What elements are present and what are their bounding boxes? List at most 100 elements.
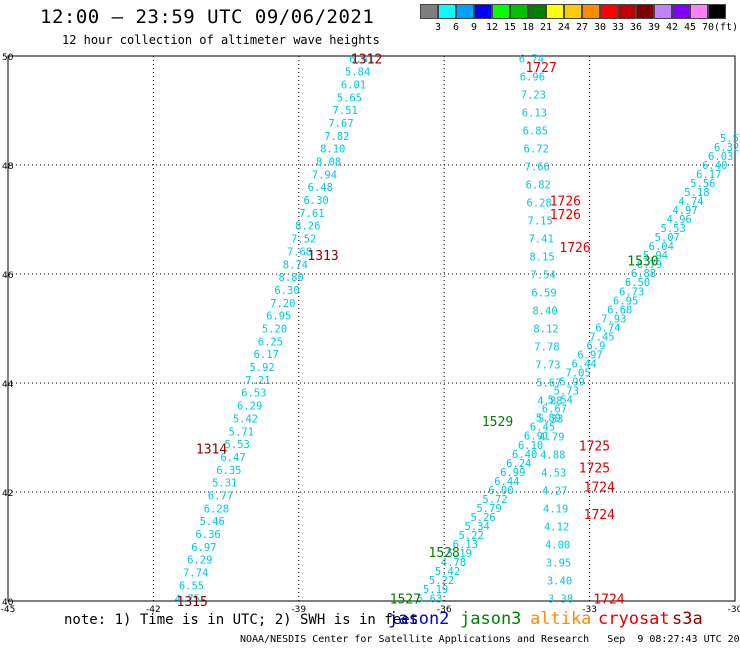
satellite-legend-jason2: jason2 <box>388 609 450 629</box>
wave-height-label: 4.12 <box>544 521 569 533</box>
wave-height-label: 8.12 <box>533 324 558 336</box>
wave-height-label: 7.21 <box>245 375 270 387</box>
wave-height-label: 5.92 <box>249 362 274 374</box>
pass-time-label: 1725 <box>579 461 610 476</box>
pass-time-label: 1527 <box>390 592 421 607</box>
wave-height-label: 6.67 <box>542 404 567 416</box>
wave-height-label: 6.13 <box>453 539 478 551</box>
wave-height-label: 6.44 <box>494 476 519 488</box>
wave-height-label: 6.50 <box>625 277 650 289</box>
wave-height-label: 5.94 <box>643 250 668 262</box>
wave-height-label: 6.40 <box>512 449 537 461</box>
wave-height-label: 6.03 <box>708 151 733 163</box>
wave-height-label: 5.46 <box>200 516 225 528</box>
wave-height-label: 6.41 <box>349 54 374 66</box>
wave-height-label: 7.41 <box>528 234 553 246</box>
pass-time-label: 1528 <box>429 546 460 561</box>
wave-height-label: 6.13 <box>522 108 547 120</box>
wave-height-label: 6.53 <box>241 388 266 400</box>
wave-height-label: 6.29 <box>187 555 212 567</box>
wave-height-label: 5.79 <box>476 503 501 515</box>
wave-height-label: 7.52 <box>291 234 316 246</box>
lon-tick-label: -45 <box>1 605 16 615</box>
wave-height-label: 5.34 <box>465 521 490 533</box>
wave-height-label: 6.96 <box>520 72 545 84</box>
wave-height-label: 5.67 <box>536 377 561 389</box>
wave-height-label: 5.18 <box>684 187 709 199</box>
wave-height-label: 6.30 <box>274 285 299 297</box>
wave-height-label: 7.93 <box>601 313 626 325</box>
wave-height-label: 3.40 <box>547 575 572 587</box>
pass-time-label: 1530 <box>627 254 658 269</box>
map-title: 12:00 – 23:59 UTC 09/06/2021 <box>40 6 375 28</box>
legend-swatch <box>546 4 564 19</box>
altimeter-tracks: 6.415.846.015.657.517.677.828.108.087.94… <box>175 53 740 610</box>
legend-unit: (ft) <box>714 22 739 33</box>
wave-height-label: 7.51 <box>333 105 358 117</box>
wave-height-label: 7.20 <box>270 298 295 310</box>
wave-height-label: 5.89 <box>536 413 561 425</box>
wave-height-label: 7.74 <box>183 568 208 580</box>
wave-height-label: 5.19 <box>423 584 448 596</box>
lat-tick-label: 40 <box>2 598 14 608</box>
wave-height-label: 5.19 <box>447 548 472 560</box>
wave-height-label: 6.28 <box>527 198 552 210</box>
wave-height-label: 6.9 <box>586 340 605 352</box>
wave-height-label: 5.22 <box>459 530 484 542</box>
wave-height-label: 5.63 <box>417 593 442 605</box>
graticule <box>8 56 735 601</box>
legend-swatch <box>492 4 510 19</box>
wave-height-label: 8.80 <box>279 272 304 284</box>
wave-height-label: 8.08 <box>316 156 341 168</box>
wave-height-label: 6.10 <box>518 440 543 452</box>
wave-height-label: 6.85 <box>523 126 548 138</box>
legend-swatch <box>654 4 672 19</box>
wave-height-label: 5.07 <box>655 232 680 244</box>
wave-height-label: 6.17 <box>696 169 721 181</box>
pass-time-label: 1529 <box>482 415 513 430</box>
legend-label: 12 <box>485 22 499 33</box>
wave-height-label: 7.54 <box>530 270 555 282</box>
wave-height-label: 4.96 <box>666 214 691 226</box>
wave-height-label: 6.29 <box>237 401 262 413</box>
legend-label: 36 <box>629 22 643 33</box>
wave-height-label: 7.61 <box>299 208 324 220</box>
jason3-track: 5.635.195.225.424.785.196.135.225.345.26… <box>390 133 740 608</box>
wave-height-label: 7.15 <box>528 216 553 228</box>
lon-tick-label: -33 <box>582 605 597 615</box>
wave-height-label: 6.95 <box>613 295 638 307</box>
wave-height-label: 6.44 <box>571 358 596 370</box>
wave-height-label: 6.36 <box>195 529 220 541</box>
wave-height-label: 5.26 <box>470 512 495 524</box>
wave-height-label: 6.68 <box>607 304 632 316</box>
wave-height-label: 6.97 <box>577 349 602 361</box>
wave-height-label: 6.79 <box>637 259 662 271</box>
wave-height-label: 6.88 <box>631 268 656 280</box>
wave-height-label: 5.72 <box>482 494 507 506</box>
axis-tick-labels: -45 -42 -39 -36 -33 -30 40 42 44 46 48 50 <box>1 53 740 615</box>
legend-swatch <box>474 4 492 19</box>
legend-swatch <box>420 4 438 19</box>
wave-height-label: 6.40 <box>702 160 727 172</box>
wave-height-label: 4.75 <box>175 593 200 605</box>
legend-swatch <box>636 4 654 19</box>
wave-height-label: 5.56 <box>690 178 715 190</box>
lat-tick-label: 46 <box>2 271 14 281</box>
wave-height-label: 7.23 <box>521 90 546 102</box>
wave-height-label: 5.57 <box>720 133 740 145</box>
wave-height-label: 6.01 <box>341 79 366 91</box>
pass-time-label: 1312 <box>351 53 382 68</box>
wave-height-label: 6.47 <box>220 452 245 464</box>
wave-height-label: 6.91 <box>524 431 549 443</box>
wave-height-label: 6.24 <box>506 458 531 470</box>
wave-height-label: 7.68 <box>287 246 312 258</box>
legend-label: 24 <box>557 22 571 33</box>
legend-swatch <box>510 4 528 19</box>
wave-height-label: 5.42 <box>435 566 460 578</box>
wave-height-label: 5.65 <box>337 92 362 104</box>
pass-time-label: 1726 <box>550 194 581 209</box>
wave-height-label: 4.00 <box>545 539 570 551</box>
wave-height-label: 5.31 <box>212 478 237 490</box>
legend-label: 27 <box>575 22 589 33</box>
